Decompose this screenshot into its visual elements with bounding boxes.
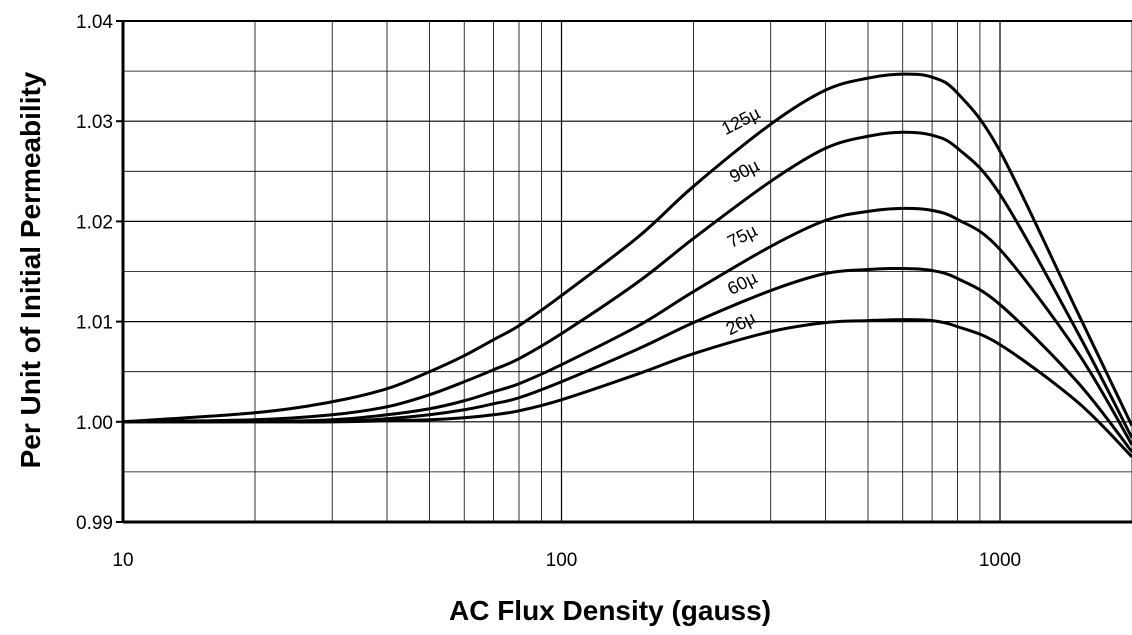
x-tick-label: 1000 — [979, 550, 1021, 571]
curve-label-2: 75µ — [724, 220, 760, 252]
curve-label-4: 26µ — [723, 307, 759, 339]
x-tick-label: 100 — [546, 550, 578, 571]
y-tick-label: 1.04 — [76, 12, 113, 33]
curve-series-3 — [123, 266, 1132, 453]
curve-label-3: 60µ — [724, 267, 760, 299]
y-tick-label: 0.99 — [76, 513, 113, 534]
y-tick-label: 1.03 — [76, 112, 113, 133]
curve-series-1 — [122, 130, 1132, 439]
x-tick-label: 10 — [112, 550, 133, 571]
y-tick-label: 1.00 — [76, 413, 113, 434]
curve-series-2 — [122, 206, 1132, 446]
curve-label-1: 90µ — [726, 155, 762, 187]
curve-series-0 — [122, 72, 1132, 427]
y-tick-label: 1.01 — [76, 313, 113, 334]
y-axis-title: Per Unit of Initial Permeability — [15, 71, 46, 468]
y-tick-label: 1.02 — [76, 212, 113, 233]
grid — [122, 20, 1132, 523]
curve-series-4 — [123, 318, 1132, 458]
curves — [122, 72, 1132, 458]
axes — [116, 20, 1132, 524]
tick-labels: 0.99 1.00 1.01 1.02 1.03 1.04 10 100 1000 — [76, 12, 1021, 571]
x-axis-title: AC Flux Density (gauss) — [449, 595, 771, 626]
